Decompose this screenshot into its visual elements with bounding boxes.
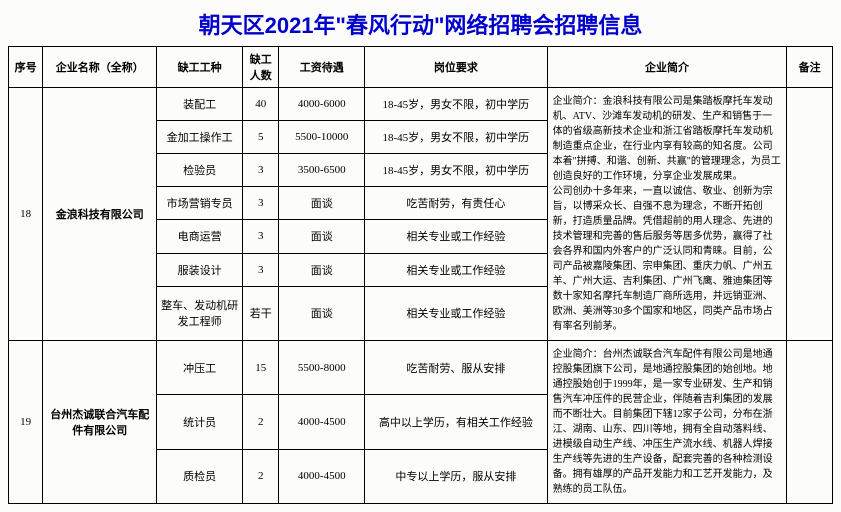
cell-job: 质检员 — [157, 449, 243, 503]
cell-intro: 企业简介：台州杰诚联合汽车配件有限公司是地通控股集团旗下公司，是地通控股集团的始… — [547, 341, 787, 504]
cell-count: 2 — [242, 449, 279, 503]
cell-note — [787, 88, 833, 341]
cell-salary: 4000-6000 — [279, 88, 365, 121]
cell-salary: 3500-6500 — [279, 154, 365, 187]
cell-req: 相关专业或工作经验 — [365, 220, 548, 253]
cell-req: 吃苦耐劳、服从安排 — [365, 341, 548, 395]
col-note: 备注 — [787, 47, 833, 88]
cell-count: 5 — [242, 121, 279, 154]
cell-job: 金加工操作工 — [157, 121, 243, 154]
cell-count: 若干 — [242, 286, 279, 340]
cell-count: 15 — [242, 341, 279, 395]
cell-job: 检验员 — [157, 154, 243, 187]
col-count: 缺工人数 — [242, 47, 279, 88]
cell-req: 相关专业或工作经验 — [365, 286, 548, 340]
cell-req: 18-45岁，男女不限，初中学历 — [365, 154, 548, 187]
cell-req: 中专以上学历，服从安排 — [365, 449, 548, 503]
col-req: 岗位要求 — [365, 47, 548, 88]
cell-job: 电商运营 — [157, 220, 243, 253]
cell-count: 3 — [242, 154, 279, 187]
cell-job: 服装设计 — [157, 253, 243, 286]
cell-salary: 4000-4500 — [279, 395, 365, 449]
cell-count: 3 — [242, 220, 279, 253]
cell-req: 相关专业或工作经验 — [365, 253, 548, 286]
cell-count: 3 — [242, 253, 279, 286]
cell-salary: 5500-8000 — [279, 341, 365, 395]
cell-count: 40 — [242, 88, 279, 121]
cell-seq: 19 — [9, 341, 43, 504]
col-company: 企业名称（全称） — [43, 47, 157, 88]
cell-company: 台州杰诚联合汽车配件有限公司 — [43, 341, 157, 504]
cell-salary: 5500-10000 — [279, 121, 365, 154]
cell-req: 18-45岁，男女不限，初中学历 — [365, 88, 548, 121]
cell-job: 整车、发动机研发工程师 — [157, 286, 243, 340]
col-job: 缺工工种 — [157, 47, 243, 88]
cell-req: 18-45岁，男女不限，初中学历 — [365, 121, 548, 154]
cell-intro: 企业简介：金浪科技有限公司是集踏板摩托车发动机、ATV、沙滩车发动机的研发、生产… — [547, 88, 787, 341]
table-row: 19台州杰诚联合汽车配件有限公司冲压工155500-8000吃苦耐劳、服从安排企… — [9, 341, 833, 395]
col-seq: 序号 — [9, 47, 43, 88]
recruitment-table: 序号 企业名称（全称） 缺工工种 缺工人数 工资待遇 岗位要求 企业简介 备注 … — [8, 46, 833, 504]
cell-company: 金浪科技有限公司 — [43, 88, 157, 341]
cell-salary: 4000-4500 — [279, 449, 365, 503]
cell-count: 2 — [242, 395, 279, 449]
cell-salary: 面谈 — [279, 187, 365, 220]
cell-req: 高中以上学历，有相关工作经验 — [365, 395, 548, 449]
page-title: 朝天区2021年"春风行动"网络招聘会招聘信息 — [8, 8, 833, 40]
col-salary: 工资待遇 — [279, 47, 365, 88]
cell-salary: 面谈 — [279, 286, 365, 340]
cell-job: 市场营销专员 — [157, 187, 243, 220]
table-body: 18金浪科技有限公司装配工404000-600018-45岁，男女不限，初中学历… — [9, 88, 833, 504]
cell-salary: 面谈 — [279, 220, 365, 253]
header-row: 序号 企业名称（全称） 缺工工种 缺工人数 工资待遇 岗位要求 企业简介 备注 — [9, 47, 833, 88]
table-row: 18金浪科技有限公司装配工404000-600018-45岁，男女不限，初中学历… — [9, 88, 833, 121]
cell-job: 冲压工 — [157, 341, 243, 395]
cell-job: 装配工 — [157, 88, 243, 121]
cell-note — [787, 341, 833, 504]
cell-job: 统计员 — [157, 395, 243, 449]
col-intro: 企业简介 — [547, 47, 787, 88]
cell-req: 吃苦耐劳，有责任心 — [365, 187, 548, 220]
cell-count: 3 — [242, 187, 279, 220]
cell-salary: 面谈 — [279, 253, 365, 286]
cell-seq: 18 — [9, 88, 43, 341]
